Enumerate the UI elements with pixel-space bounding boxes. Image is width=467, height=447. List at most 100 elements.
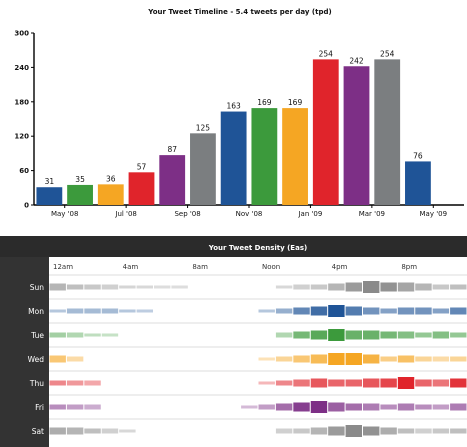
timeline-bar [282, 108, 308, 205]
density-cell [415, 356, 432, 362]
density-cell [345, 379, 362, 387]
x-tick-label: Mar '09 [359, 210, 385, 218]
density-cell [310, 284, 328, 290]
density-cell [397, 377, 415, 389]
density-cell [450, 428, 467, 434]
hour-label: 4pm [332, 263, 348, 271]
y-tick-label: 60 [19, 167, 29, 175]
density-cell [328, 305, 345, 317]
x-tick-label: May '08 [51, 210, 79, 218]
day-label: Mon [28, 307, 44, 316]
density-cell [380, 331, 397, 339]
density-cell [84, 333, 101, 337]
density-cell [66, 404, 84, 410]
bar-value-label: 254 [380, 49, 395, 58]
timeline-bar [251, 108, 278, 205]
density-cell [328, 379, 345, 387]
density-cell [101, 428, 119, 434]
density-cell [293, 402, 310, 412]
density-cell [84, 284, 101, 290]
density-cell [450, 356, 467, 362]
density-cell [66, 284, 84, 290]
density-cell [293, 428, 310, 434]
density-cell [415, 307, 432, 315]
density-cell [380, 308, 397, 314]
density-cell [293, 355, 310, 363]
day-label: Thu [29, 379, 44, 388]
density-cell [101, 333, 119, 337]
density-cell [432, 284, 450, 290]
density-cell [380, 282, 397, 292]
density-cell [275, 332, 293, 338]
day-label: Sat [32, 427, 44, 436]
timeline-value-labels: 31 35 36 57 87 125 163 169 169 254 242 254 76 [45, 49, 423, 186]
timeline-bar [128, 172, 155, 205]
density-cell [258, 357, 275, 361]
density-cell [415, 428, 432, 434]
density-cell [310, 306, 328, 316]
x-tick-label: Nov '08 [236, 210, 263, 218]
density-cell [345, 306, 362, 316]
density-cell [49, 309, 66, 313]
density-cell [119, 429, 136, 433]
density-cell [363, 330, 380, 340]
y-tick-label: 180 [14, 98, 29, 106]
density-cell [66, 380, 84, 386]
density-cell [66, 332, 84, 338]
density-row-header-column [0, 257, 49, 447]
bar-value-label: 35 [75, 175, 85, 184]
x-tick-label: Jul '08 [114, 210, 137, 218]
density-cell [380, 356, 397, 362]
day-label: Wed [28, 355, 45, 364]
density-cell [293, 379, 310, 387]
timeline-bar [374, 59, 401, 205]
density-cell [432, 308, 450, 314]
timeline-tick-labels: May '08 Jul '08 Sep '08 Nov '08 Jan '09 Mar '… [51, 205, 447, 218]
bar-value-label: 242 [349, 56, 364, 65]
density-cell [171, 285, 188, 289]
density-cell [66, 308, 84, 314]
density-cell [136, 309, 153, 313]
bar-value-label: 36 [106, 174, 116, 183]
density-cell [49, 355, 66, 363]
density-cell [49, 404, 66, 410]
density-cell [432, 404, 450, 410]
density-chart-title: Your Tweet Density (Eas) [208, 244, 307, 252]
timeline-bar [97, 184, 124, 205]
density-cell [310, 354, 328, 364]
bar-value-label: 125 [196, 123, 211, 132]
density-cell [84, 308, 101, 314]
density-cell [328, 329, 345, 341]
density-cell [345, 330, 362, 340]
density-cell [397, 282, 415, 292]
density-cell [363, 426, 380, 436]
timeline-bar [312, 59, 339, 205]
density-cell [84, 380, 101, 386]
density-cell [397, 355, 415, 363]
density-hour-labels: 12am 4am 8am Noon 4pm 8pm [53, 263, 417, 271]
x-tick-label: May '09 [420, 210, 448, 218]
timeline-bar [343, 66, 370, 206]
density-cell [275, 428, 293, 434]
timeline-bar [36, 187, 63, 205]
hour-label: 12am [53, 263, 73, 271]
density-cell [310, 401, 328, 413]
density-cell [380, 378, 397, 388]
day-label: Fri [35, 403, 44, 412]
density-header-bg [0, 236, 467, 257]
density-cell [84, 404, 101, 410]
x-tick-label: Jan '09 [297, 210, 322, 218]
density-cell [415, 332, 432, 338]
density-cell [432, 428, 450, 434]
timeline-bar [159, 155, 186, 205]
bar-value-label: 163 [226, 102, 241, 111]
y-tick-label: 120 [14, 133, 29, 141]
density-cell [363, 378, 380, 388]
density-cell [49, 332, 66, 338]
density-cell [432, 356, 450, 362]
density-cell [415, 404, 432, 410]
density-cell [241, 405, 258, 409]
day-label: Tue [30, 331, 44, 340]
density-rows: Sun Mon Tue Wed Thu Fri Sat [0, 257, 467, 447]
density-cell [345, 425, 362, 437]
